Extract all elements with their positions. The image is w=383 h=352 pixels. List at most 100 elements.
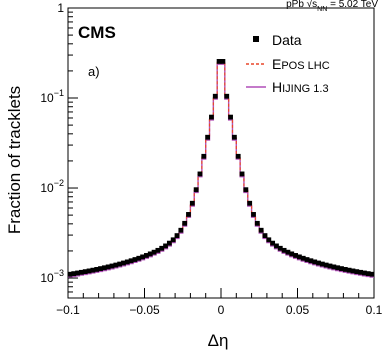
data-point <box>163 243 168 249</box>
data-point <box>235 153 241 159</box>
data-point <box>281 247 287 253</box>
data-point <box>297 254 302 260</box>
data-point <box>94 267 100 272</box>
data-point <box>105 264 111 270</box>
y-axis-title: Fraction of tracklets <box>5 86 24 234</box>
data-point <box>212 93 218 99</box>
data-point <box>308 258 314 264</box>
data-point <box>209 114 214 120</box>
data-point <box>262 233 268 238</box>
data-point <box>117 261 123 267</box>
data-point <box>159 245 165 251</box>
data-point <box>323 262 329 268</box>
data-point <box>128 258 134 264</box>
data-point <box>121 260 126 266</box>
data-point <box>312 259 318 265</box>
data-point <box>354 269 360 275</box>
data-point <box>155 247 161 253</box>
data-point <box>331 264 337 270</box>
data-point <box>124 259 130 265</box>
x-tick-label: −0.1 <box>56 303 80 317</box>
data-point <box>231 134 237 140</box>
data-point <box>178 227 184 233</box>
data-point <box>277 245 283 251</box>
x-tick-label: 0.05 <box>286 303 310 317</box>
data-point <box>132 257 138 262</box>
x-tick-label: −0.05 <box>129 303 160 317</box>
data-point <box>304 257 310 262</box>
data-point <box>293 253 298 258</box>
data-point <box>205 134 211 140</box>
data-point <box>254 220 260 226</box>
data-markers-layer <box>67 59 375 277</box>
data-point <box>189 200 195 206</box>
data-point <box>136 255 142 261</box>
data-point <box>247 200 253 206</box>
data-point <box>75 270 80 276</box>
data-point <box>274 243 279 249</box>
y-axis-ticks: 1 10−1 10−2 10−3 <box>40 1 78 299</box>
data-point <box>90 267 96 273</box>
data-point <box>316 260 321 266</box>
data-point <box>140 254 145 260</box>
legend-label-hijing: HIJING 1.3 <box>272 79 329 95</box>
data-point <box>224 93 230 99</box>
data-point <box>201 153 207 159</box>
y-tick-label: 1 <box>57 1 64 15</box>
data-point <box>86 268 92 274</box>
data-point <box>166 240 172 246</box>
data-point <box>82 269 88 275</box>
y-tick-label: 10−2 <box>40 178 64 195</box>
data-point <box>266 237 272 243</box>
data-point <box>220 59 226 64</box>
data-point <box>113 262 119 268</box>
data-point <box>67 271 73 277</box>
data-point <box>98 266 103 271</box>
x-axis-ticks: −0.1 −0.05 0 0.05 0.1 <box>56 288 383 317</box>
data-point <box>71 271 77 277</box>
data-point <box>228 114 233 120</box>
data-point <box>258 227 264 233</box>
data-point <box>289 251 295 257</box>
data-point <box>285 249 291 255</box>
legend-label-epos: EPOS LHC <box>272 56 330 72</box>
data-point <box>109 263 115 269</box>
data-point <box>170 237 176 243</box>
data-point <box>193 187 199 193</box>
x-axis-title: Δη <box>208 331 229 350</box>
plot-frame <box>67 7 375 299</box>
x-tick-label: 0.1 <box>366 303 383 317</box>
legend-marker-data <box>253 36 259 42</box>
data-point <box>335 265 341 271</box>
data-point <box>243 187 249 193</box>
series-hijing-line <box>68 63 374 278</box>
data-point <box>101 265 107 271</box>
data-point <box>300 255 306 261</box>
cms-label: CMS <box>78 23 116 42</box>
data-point <box>358 269 364 275</box>
panel-label: a) <box>88 64 100 79</box>
data-point <box>182 220 188 226</box>
data-point <box>339 266 344 271</box>
data-point <box>319 261 325 267</box>
data-point <box>186 212 191 217</box>
data-point <box>270 240 276 246</box>
data-point <box>144 253 149 258</box>
legend-label-data: Data <box>272 32 302 48</box>
collision-energy-label: pPb √sNN = 5.02 TeV <box>286 0 378 13</box>
legend: Data EPOS LHC HIJING 1.3 <box>246 32 330 95</box>
data-point <box>342 267 348 272</box>
data-point <box>251 212 256 217</box>
y-tick-label: 10−3 <box>40 268 64 285</box>
x-tick-label: 0 <box>218 303 225 317</box>
data-point <box>239 171 245 177</box>
data-point <box>350 268 356 274</box>
data-point <box>151 249 157 255</box>
data-point <box>327 263 333 269</box>
data-point <box>362 270 367 276</box>
data-point <box>197 171 203 177</box>
data-point <box>174 233 180 238</box>
data-point <box>346 267 352 273</box>
data-point <box>147 251 153 257</box>
